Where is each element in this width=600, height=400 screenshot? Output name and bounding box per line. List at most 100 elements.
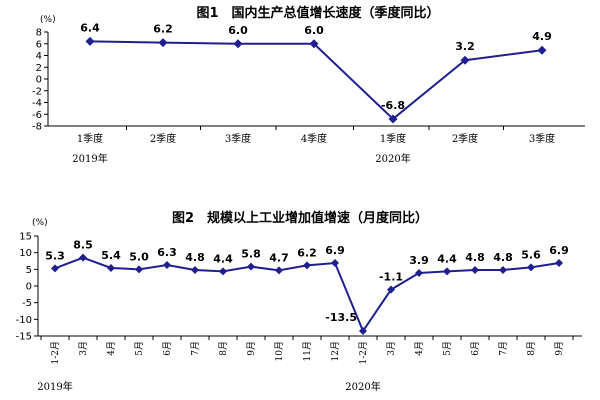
data-label: 4.8 <box>185 251 205 264</box>
data-label: 4.8 <box>493 251 513 264</box>
y-tick-label: 8 <box>36 28 42 39</box>
x-tick-label: 12月 <box>330 341 341 361</box>
x-group-label: 2020年 <box>345 380 380 393</box>
x-tick-label: 3月 <box>78 341 89 356</box>
data-label: 6.4 <box>80 21 100 34</box>
x-tick-label: 1季度 <box>380 132 406 145</box>
x-tick-label: 1季度 <box>77 132 103 145</box>
y-tick-label: -10 <box>16 315 32 326</box>
x-tick-label: 5月 <box>442 341 453 356</box>
chart-2-title: 图2 规模以上工业增加值增速（月度同比） <box>172 210 428 226</box>
data-point-marker <box>460 55 470 65</box>
data-point-marker <box>247 262 255 271</box>
x-tick-label: 6月 <box>162 341 173 356</box>
data-label: 4.8 <box>465 251 485 264</box>
data-point-marker <box>303 261 311 270</box>
y-tick-label: -4 <box>32 98 42 109</box>
data-point-marker <box>443 267 451 276</box>
data-label: 5.8 <box>241 248 261 261</box>
data-point-marker <box>415 269 423 277</box>
y-tick-label: 2 <box>36 63 42 74</box>
data-point-marker <box>85 36 95 46</box>
x-tick-label: 4月 <box>106 341 117 356</box>
y-tick-label: 6 <box>36 39 42 50</box>
x-tick-label: 2季度 <box>452 132 478 145</box>
data-point-marker <box>555 259 563 267</box>
x-tick-label: 8月 <box>526 341 537 356</box>
data-label: 6.3 <box>157 246 177 259</box>
data-label: 4.4 <box>213 252 233 265</box>
data-label: -6.8 <box>381 99 405 112</box>
x-tick-label: 4月 <box>414 341 425 356</box>
x-group-label: 2019年 <box>72 152 107 165</box>
y-tick-label: 4 <box>36 51 42 62</box>
data-point-marker <box>331 259 339 267</box>
x-tick-label: 10月 <box>274 341 285 361</box>
data-point-marker <box>387 285 395 294</box>
data-point-marker <box>471 266 479 274</box>
x-tick-label: 3季度 <box>225 132 251 145</box>
data-point-marker <box>537 45 547 55</box>
data-point-marker <box>359 327 367 335</box>
data-label: 6.2 <box>153 23 173 36</box>
data-point-marker <box>135 265 143 274</box>
data-point-marker <box>309 39 319 49</box>
x-tick-label: 11月 <box>302 341 313 361</box>
data-point-marker <box>79 253 87 262</box>
data-label: -13.5 <box>325 311 357 324</box>
data-label: 8.5 <box>73 239 93 252</box>
chart-2-unit: (%) <box>32 218 48 228</box>
x-tick-label: 4季度 <box>301 132 327 145</box>
data-point-marker <box>499 266 507 274</box>
data-label: 4.9 <box>532 30 552 43</box>
x-tick-label: 8月 <box>218 341 229 356</box>
data-point-marker <box>107 264 115 272</box>
data-label: 5.0 <box>129 250 149 263</box>
x-tick-label: 7月 <box>498 341 509 356</box>
chart-1-title: 图1 国内生产总值增长速度（季度同比） <box>196 5 439 21</box>
data-label: 6.2 <box>297 246 317 259</box>
x-tick-label: 5月 <box>134 341 145 356</box>
data-point-marker <box>275 266 283 275</box>
x-tick-label: 3月 <box>386 341 397 356</box>
data-label: 5.6 <box>521 248 541 261</box>
x-group-label: 2019年 <box>37 380 72 393</box>
x-tick-label: 3季度 <box>529 132 555 145</box>
data-label: 6.9 <box>325 244 345 257</box>
y-tick-label: -2 <box>32 86 42 97</box>
y-tick-label: 10 <box>19 248 32 259</box>
y-tick-label: -8 <box>32 122 42 133</box>
x-tick-label: 9月 <box>554 341 565 356</box>
data-label: 3.9 <box>409 254 429 267</box>
data-label: -1.1 <box>379 271 403 284</box>
x-tick-label: 7月 <box>190 341 201 356</box>
x-tick-label: 1-2月 <box>358 341 369 365</box>
data-point-marker <box>388 114 398 124</box>
data-point-marker <box>191 266 199 274</box>
data-label: 6.0 <box>228 24 248 37</box>
x-tick-label: 1-2月 <box>50 341 61 365</box>
data-label: 4.7 <box>269 251 289 264</box>
x-tick-label: 9月 <box>246 341 257 356</box>
y-tick-label: -6 <box>32 110 42 121</box>
chart-1-unit: (%) <box>40 15 56 25</box>
data-point-marker <box>158 38 168 48</box>
y-tick-label: 5 <box>26 265 32 276</box>
data-label: 3.2 <box>455 40 475 53</box>
data-label: 6.9 <box>549 244 569 257</box>
data-point-marker <box>51 264 59 273</box>
data-point-marker <box>527 263 535 272</box>
data-label: 5.3 <box>45 249 65 262</box>
y-tick-label: -5 <box>22 298 32 309</box>
data-point-marker <box>163 261 171 269</box>
x-tick-label: 6月 <box>470 341 481 356</box>
y-tick-label: -15 <box>16 332 32 343</box>
data-label: 5.4 <box>101 249 121 262</box>
x-group-label: 2020年 <box>375 152 410 165</box>
chart-2: 图2 规模以上工业增加值增速（月度同比） (%) 151050-5-10-15 … <box>16 210 582 393</box>
data-point-marker <box>233 39 243 49</box>
x-tick-label: 2季度 <box>150 132 176 145</box>
y-tick-label: 0 <box>36 75 42 86</box>
